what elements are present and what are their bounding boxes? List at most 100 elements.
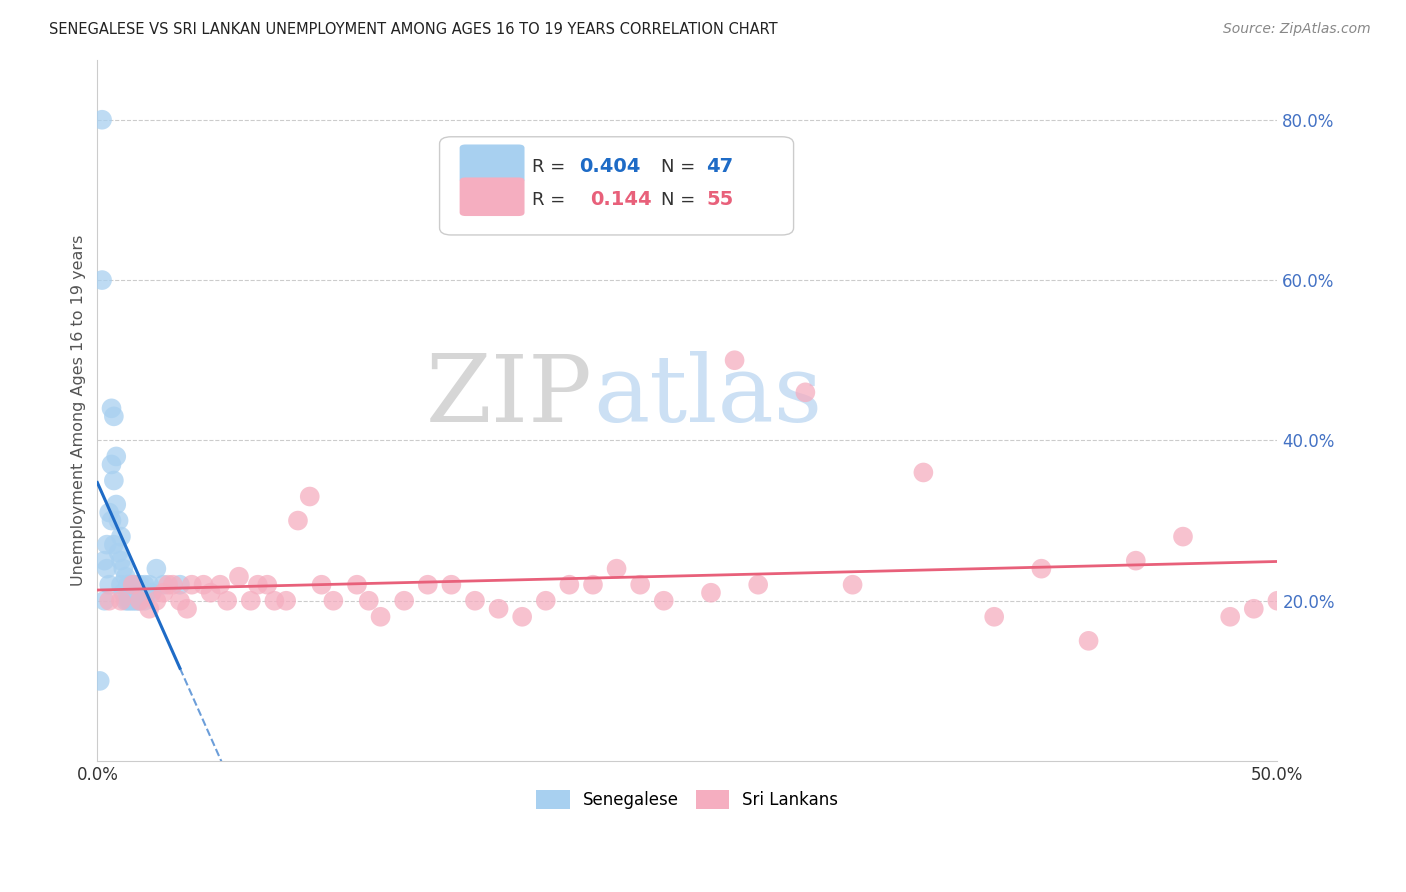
Point [103,538,125,552]
Point [138,601,160,615]
Point [1031,562,1053,576]
Point [128,578,150,592]
Point [121,593,143,607]
Point [103,474,125,488]
Point [700,585,723,599]
Text: SENEGALESE VS SRI LANKAN UNEMPLOYMENT AMONG AGES 16 TO 19 YEARS CORRELATION CHAR: SENEGALESE VS SRI LANKAN UNEMPLOYMENT AM… [49,22,778,37]
Point [1219,609,1241,624]
Point [145,562,167,576]
Point [246,578,269,592]
Point [652,593,675,607]
Point [128,593,150,607]
Point [112,585,135,599]
Point [103,409,125,424]
Point [121,578,143,592]
Point [117,593,139,607]
Point [276,593,298,607]
Point [346,578,368,592]
Point [105,498,128,512]
Point [107,514,129,528]
Point [217,593,239,607]
Point [134,593,156,607]
Point [98,506,121,520]
Point [912,466,935,480]
Point [287,514,309,528]
Point [117,578,139,592]
Point [1171,530,1194,544]
Point [464,593,486,607]
Point [193,578,215,592]
Text: 0.144: 0.144 [591,190,652,210]
Point [180,578,202,592]
Point [582,578,605,592]
Point [114,593,136,607]
Point [157,578,180,592]
Point [135,585,157,599]
Point [392,593,415,607]
Point [298,490,321,504]
Point [127,593,149,607]
Point [91,273,114,287]
Point [141,585,163,599]
Point [322,593,344,607]
Point [510,609,533,624]
Point [131,585,153,599]
Point [93,554,115,568]
Point [169,578,191,592]
Point [357,593,380,607]
Point [558,578,581,592]
Point [98,593,121,607]
Point [110,578,132,592]
Point [91,112,114,127]
Point [128,593,150,607]
Point [98,578,121,592]
Point [841,578,863,592]
Point [794,385,817,400]
Text: 0.404: 0.404 [579,157,640,177]
Point [107,546,129,560]
Point [127,578,149,592]
Point [110,593,132,607]
FancyBboxPatch shape [460,178,524,216]
Point [440,578,463,592]
FancyBboxPatch shape [440,136,793,235]
Y-axis label: Unemployment Among Ages 16 to 19 years: Unemployment Among Ages 16 to 19 years [72,235,86,586]
Point [1267,593,1289,607]
Point [145,593,167,607]
Point [152,578,174,592]
Point [112,562,135,576]
Point [200,585,222,599]
Text: atlas: atlas [593,351,823,442]
Point [747,578,769,592]
Point [534,593,557,607]
Point [152,585,174,599]
Point [96,562,118,576]
Point [311,578,333,592]
Point [169,593,191,607]
Point [488,601,510,615]
Point [239,593,262,607]
Text: 55: 55 [706,190,734,210]
Point [100,514,122,528]
Point [228,570,250,584]
Point [256,578,278,592]
Point [263,593,285,607]
Point [162,578,184,592]
Point [628,578,651,592]
Point [983,609,1005,624]
Point [114,570,136,584]
Point [89,673,111,688]
Text: R =: R = [531,158,571,176]
Point [96,538,118,552]
Point [1243,601,1265,615]
Point [121,578,143,592]
Point [723,353,745,368]
Point [100,458,122,472]
Point [606,562,628,576]
Point [105,450,128,464]
Text: R =: R = [531,191,576,209]
Text: N =: N = [661,191,702,209]
Text: ZIP: ZIP [426,351,593,442]
Point [120,578,142,592]
Point [1125,554,1147,568]
